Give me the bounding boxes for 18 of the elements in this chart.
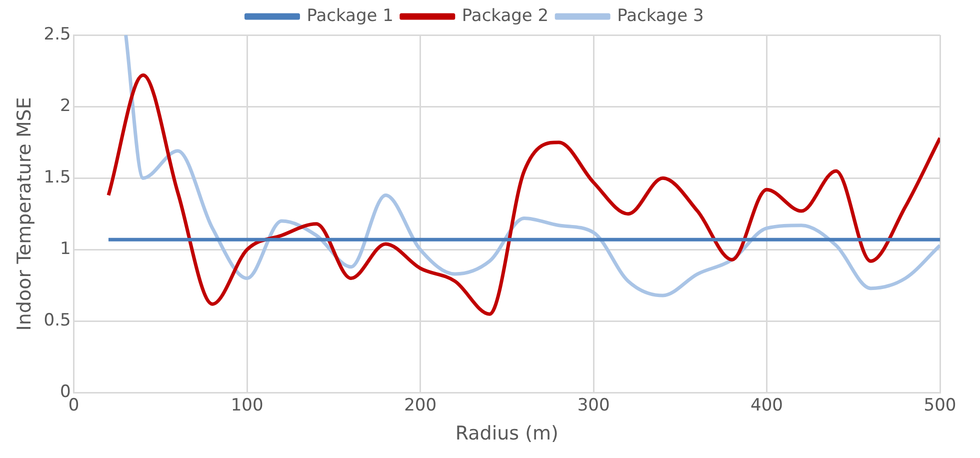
y-tick-label: 0 xyxy=(60,382,71,402)
y-axis-title: Indoor Temperature MSE xyxy=(13,97,36,331)
legend-label: Package 1 xyxy=(306,6,394,26)
x-tick-label: 100 xyxy=(230,395,264,416)
x-tick-label: 200 xyxy=(404,395,437,416)
line-series xyxy=(106,73,940,316)
x-tick-label: 500 xyxy=(924,395,956,416)
x-axis-title: Radius (m) xyxy=(455,422,558,445)
y-tick-label: 0.5 xyxy=(44,310,71,331)
x-tick-label: 300 xyxy=(577,395,610,416)
y-tick-label: 2 xyxy=(60,96,71,116)
line-series xyxy=(124,35,940,298)
y-tick-label: 1.5 xyxy=(44,168,71,188)
legend-label: Package 2 xyxy=(462,6,549,26)
y-tick-label: 1 xyxy=(60,239,71,260)
legend-label: Package 3 xyxy=(617,6,704,26)
x-tick-label: 400 xyxy=(750,395,783,416)
y-tick-label: 2.5 xyxy=(44,24,71,44)
